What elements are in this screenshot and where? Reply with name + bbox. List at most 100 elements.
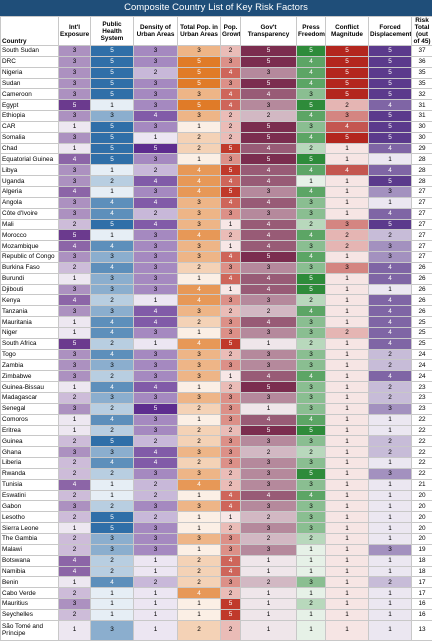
table-row: South Africa 5 2 1 4 5 1 2 1 4 25 — [0, 337, 432, 350]
score-cell: 2 — [368, 392, 412, 404]
score-cell: 1 — [177, 381, 221, 393]
score-cell: 2 — [220, 110, 241, 122]
table-row: Mali 2 5 4 3 1 4 2 3 5 27 — [0, 218, 432, 231]
score-cell: 2 — [325, 326, 369, 339]
score-cell: 1 — [133, 131, 178, 144]
total-cell: 20 — [411, 489, 432, 502]
score-cell: 5 — [368, 175, 412, 187]
score-cell: 4 — [296, 55, 326, 68]
score-cell: 2 — [177, 402, 221, 415]
score-cell: 1 — [325, 370, 369, 383]
score-cell: 3 — [368, 467, 412, 480]
total-cell: 26 — [411, 305, 432, 318]
score-cell: 1 — [240, 619, 297, 641]
score-cell: 3 — [133, 326, 178, 339]
total-cell: 32 — [411, 88, 432, 101]
score-cell: 3 — [177, 45, 221, 57]
table-row: Togo 3 4 3 3 2 3 3 1 2 24 — [0, 348, 432, 361]
score-cell: 1 — [325, 554, 369, 567]
score-cell: 3 — [90, 532, 134, 545]
column-header: Press Freedom — [296, 16, 326, 46]
country-cell: Mauritania — [0, 316, 59, 328]
score-cell: 4 — [220, 175, 241, 187]
score-cell: 3 — [240, 522, 297, 534]
score-cell: 1 — [325, 381, 369, 393]
score-cell: 3 — [133, 88, 178, 101]
score-cell: 3 — [133, 99, 178, 112]
score-cell: 3 — [220, 446, 241, 459]
score-cell: 1 — [90, 598, 134, 610]
table-row: Ghana 3 3 4 3 3 2 2 1 2 22 — [0, 446, 432, 459]
score-cell: 4 — [133, 175, 178, 187]
score-cell: 3 — [240, 457, 297, 469]
score-cell: 2 — [240, 305, 297, 318]
table-row: Eritrea 1 2 3 2 2 5 5 1 1 22 — [0, 424, 432, 437]
score-cell: 4 — [240, 164, 297, 177]
score-cell: 5 — [90, 88, 134, 101]
total-cell: 27 — [411, 240, 432, 253]
score-cell: 5 — [90, 142, 134, 155]
table-row: Egypt 5 1 3 5 4 3 5 2 4 31 — [0, 99, 432, 112]
score-cell: 1 — [368, 511, 412, 524]
score-cell: 4 — [220, 272, 241, 285]
score-cell: 1 — [90, 229, 134, 242]
score-cell: 1 — [325, 272, 369, 285]
score-cell: 4 — [296, 489, 326, 502]
score-cell: 1 — [240, 565, 297, 578]
table-row: Comoros 1 4 3 1 3 4 4 1 1 22 — [0, 413, 432, 426]
score-cell: 1 — [58, 316, 91, 328]
score-cell: 2 — [296, 598, 326, 610]
score-cell: 3 — [133, 522, 178, 534]
country-cell: CAR — [0, 120, 59, 133]
total-cell: 20 — [411, 511, 432, 524]
total-cell: 23 — [411, 392, 432, 404]
score-cell: 3 — [296, 196, 326, 209]
score-cell: 3 — [58, 66, 91, 79]
score-cell: 1 — [325, 467, 369, 480]
score-cell: 5 — [220, 598, 241, 610]
score-cell: 2 — [133, 511, 178, 524]
score-cell: 5 — [368, 77, 412, 90]
score-cell: 4 — [90, 348, 134, 361]
score-cell: 3 — [240, 66, 297, 79]
country-cell: São Tomé and Príncipe — [0, 619, 59, 641]
score-cell: 2 — [90, 337, 134, 350]
country-cell: Angola — [0, 196, 59, 209]
score-cell: 1 — [325, 196, 369, 209]
total-cell: 27 — [411, 218, 432, 231]
table-row: Côte d'Ivoire 3 4 2 3 3 3 3 1 4 27 — [0, 207, 432, 220]
score-cell: 2 — [177, 554, 221, 567]
score-cell: 3 — [177, 500, 221, 513]
country-cell: Comoros — [0, 413, 59, 426]
total-cell: 18 — [411, 554, 432, 567]
country-cell: Togo — [0, 348, 59, 361]
score-cell: 3 — [296, 435, 326, 448]
score-cell: 1 — [177, 543, 221, 556]
score-cell: 4 — [296, 110, 326, 122]
score-cell: 1 — [220, 240, 241, 253]
score-cell: 3 — [296, 359, 326, 372]
score-cell: 1 — [368, 532, 412, 545]
score-cell: 4 — [240, 88, 297, 101]
score-cell: 5 — [296, 467, 326, 480]
score-cell: 3 — [240, 185, 297, 198]
country-cell: Zimbabwe — [0, 370, 59, 383]
total-cell: 20 — [411, 522, 432, 534]
country-cell: Zambia — [0, 359, 59, 372]
score-cell: 3 — [58, 370, 91, 383]
score-cell: 2 — [368, 359, 412, 372]
total-cell: 20 — [411, 500, 432, 513]
score-cell: 3 — [133, 370, 178, 383]
score-cell: 3 — [58, 164, 91, 177]
country-cell: Senegal — [0, 402, 59, 415]
score-cell: 4 — [368, 370, 412, 383]
total-cell: 27 — [411, 196, 432, 209]
score-cell: 2 — [177, 424, 221, 437]
table-row: Sudan 3 5 3 5 3 5 4 5 5 35 — [0, 77, 432, 90]
table-row: Libya 3 1 2 4 5 4 4 4 4 28 — [0, 164, 432, 177]
score-cell: 3 — [240, 261, 297, 274]
column-header: Int'l Exposure — [58, 16, 91, 46]
score-cell: 4 — [90, 207, 134, 220]
country-cell: Guinea — [0, 435, 59, 448]
score-cell: 3 — [133, 55, 178, 68]
